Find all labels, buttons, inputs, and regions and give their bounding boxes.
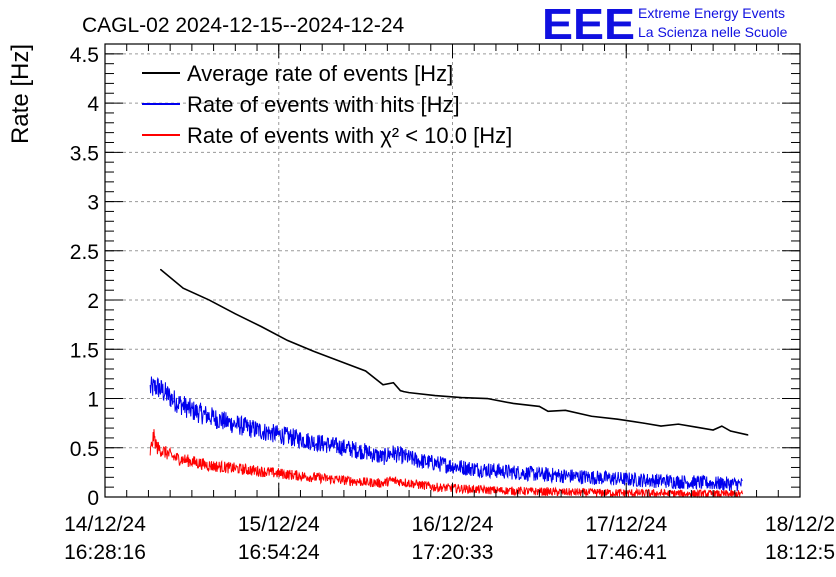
y-tick-label: 1.5 (70, 339, 99, 362)
y-tick-label: 3 (87, 192, 99, 215)
series-point-average (399, 390, 401, 392)
series-point-average (616, 418, 619, 420)
legend-label-hits: Rate of events with hits [Hz] (187, 92, 460, 117)
x-tick-label-date: 14/12/24 (64, 513, 146, 536)
series-point-average (338, 360, 341, 362)
x-tick-label-time: 17:20:33 (412, 541, 494, 564)
y-tick-label: 4.5 (70, 44, 99, 67)
x-tick-label-time: 16:28:16 (64, 541, 146, 564)
series-point-average (392, 382, 395, 384)
y-tick-label: 3.5 (70, 142, 99, 165)
series-point-average (590, 415, 593, 417)
series-point-average (712, 429, 714, 431)
series-point-average (434, 394, 436, 397)
eee-logo-icon: EEE (542, 2, 635, 42)
y-tick-label: 1 (87, 389, 99, 412)
tick-labels: 0 0.5 1 1.5 2 2.5 3 3.5 4 4.5 14/12/24 16:28:16 15/1… (64, 44, 835, 564)
x-tick-label-date: 18/12/2 (765, 513, 835, 536)
series-line-chi2 (149, 429, 744, 499)
x-tick-label-date: 15/12/24 (238, 513, 320, 536)
y-tick-label: 0.5 (70, 438, 99, 461)
series-point-average (312, 350, 315, 352)
series-point-average (747, 434, 749, 436)
series-point-average (538, 405, 540, 407)
chart-title: CAGL-02 2024-12-15--2024-12-24 (82, 14, 405, 37)
series-point-average (512, 402, 514, 405)
series-point-average (729, 430, 732, 432)
series-point-average (403, 391, 405, 393)
logo-line-1: Extreme Energy Events (638, 5, 786, 21)
series-point-average (286, 339, 289, 342)
logo-line-2: La Scienza nelle Scuole (638, 24, 788, 40)
x-tick-label-date: 16/12/24 (412, 513, 494, 536)
series-point-average (234, 313, 236, 315)
y-axis-label: Rate [Hz] (7, 44, 34, 144)
series-point-average (695, 426, 697, 428)
plot-series (149, 268, 749, 499)
series-point-average (486, 397, 488, 400)
series-point-average (382, 384, 384, 386)
series-point-average (564, 409, 567, 411)
series-point-average (365, 370, 367, 372)
series-point-average (260, 326, 262, 328)
series-point-average (643, 422, 645, 424)
series-point-average (547, 410, 549, 412)
axis-ticks (104, 43, 801, 498)
series-point-average (677, 423, 679, 425)
y-tick-label: 2 (87, 290, 99, 313)
series-line-hits (149, 376, 743, 492)
series-point-average (721, 425, 723, 427)
series-point-average (160, 268, 162, 271)
legend-label-chi2: Rate of events with χ² < 10.0 [Hz] (187, 123, 512, 148)
series-point-average (408, 392, 410, 394)
series-point-average (208, 299, 210, 301)
x-tick-label-time: 16:54:24 (238, 541, 320, 564)
x-tick-label-time: 18:12:5 (765, 541, 835, 564)
series-point-average (182, 287, 184, 289)
x-tick-label-time: 17:46:41 (585, 541, 667, 564)
logo-caption: Extreme Energy Events La Scienza nelle S… (638, 4, 787, 42)
legend-label-average: Average rate of events [Hz] (187, 61, 453, 86)
grid (105, 44, 800, 497)
y-tick-label: 0 (87, 487, 99, 510)
y-tick-label: 4 (87, 93, 99, 116)
series-point-average (460, 396, 462, 399)
x-tick-label-date: 17/12/24 (585, 513, 667, 536)
legend: Average rate of events [Hz] Rate of even… (142, 61, 512, 148)
logo-mark: EEE (542, 2, 635, 42)
y-tick-label: 2.5 (70, 241, 99, 264)
series-point-average (660, 425, 662, 427)
